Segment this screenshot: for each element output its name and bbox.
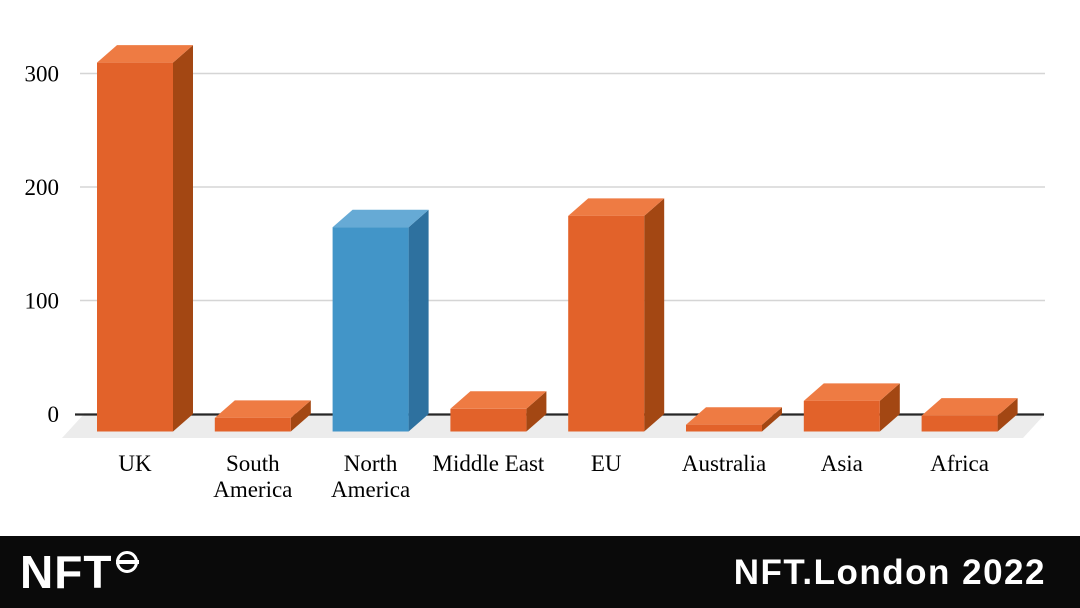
bar-top-face — [450, 391, 547, 409]
bar-top-face — [686, 407, 782, 425]
bar-side-face — [408, 209, 429, 432]
x-axis-category-label: North America — [331, 451, 410, 502]
bar-side-face — [762, 407, 782, 432]
roundel-bar — [115, 560, 139, 564]
x-axis-category-label: UK — [118, 451, 152, 476]
bar-side-face — [526, 391, 547, 432]
bar-eu — [568, 198, 665, 432]
bar-top-face — [921, 398, 1018, 416]
bar-front-face — [686, 424, 762, 432]
bar-side-face — [290, 400, 311, 432]
bar-chart-canvas: 0 100 200 300 UK South America North America Midd… — [25, 45, 1045, 502]
bar-front-face — [450, 408, 527, 432]
nft-logo: NFT — [20, 546, 139, 598]
bar-top-face — [214, 400, 311, 418]
bar-front-face — [921, 415, 998, 432]
roundel-icon — [115, 551, 139, 573]
bar-asia — [803, 383, 900, 432]
x-axis-category-label: Middle East — [433, 451, 545, 476]
x-axis-category-label: EU — [591, 451, 622, 476]
y-axis-tick-label: 100 — [25, 289, 60, 314]
event-title: NFT.London 2022 — [733, 552, 1046, 592]
x-axis-category-label: Australia — [682, 451, 766, 476]
x-axis-category-label: Asia — [821, 451, 863, 476]
bar-side-face — [644, 198, 665, 432]
bar-top-face — [332, 209, 429, 228]
nft-logo-text: NFT — [20, 546, 113, 598]
x-axis-category-label: South America — [213, 451, 292, 502]
bar-top-face — [803, 383, 900, 401]
chart-floor — [62, 414, 1045, 438]
bar-top-face — [568, 198, 665, 216]
x-axis-category-label: Africa — [930, 451, 989, 476]
y-axis-tick-label: 0 — [48, 402, 60, 427]
bar-front-face — [332, 227, 409, 432]
bar-front-face — [214, 417, 291, 432]
y-axis-tick-label: 200 — [25, 175, 60, 200]
bar-north-america — [332, 209, 429, 432]
bar-side-face — [173, 45, 193, 432]
bar-front-face — [568, 215, 645, 432]
bar-top-face — [97, 45, 193, 63]
bar-front-face — [97, 62, 173, 432]
bar-australia — [686, 407, 782, 432]
bar-side-face — [879, 383, 900, 432]
bar-south-america — [214, 400, 311, 432]
bar-middle-east — [450, 391, 547, 432]
bar-front-face — [803, 400, 880, 432]
footer-bar: NFT NFT.London 2022 — [0, 536, 1080, 608]
bar-side-face — [997, 398, 1018, 432]
bar-africa — [921, 398, 1018, 432]
bar-chart: 0 100 200 300 UK South America North America Midd… — [25, 45, 1045, 502]
y-axis-tick-label: 300 — [25, 62, 60, 87]
bar-uk — [97, 45, 193, 432]
